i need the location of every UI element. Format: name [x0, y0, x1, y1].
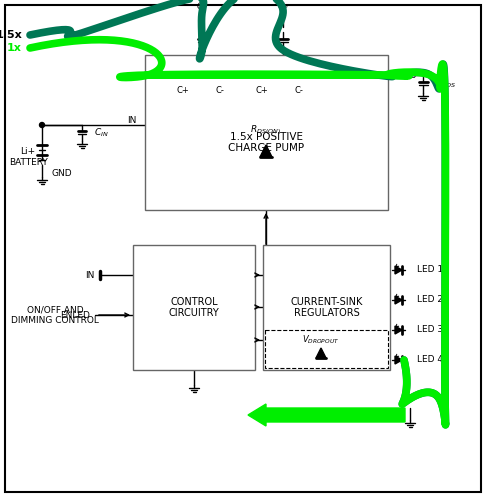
Text: C-: C- — [295, 85, 304, 94]
Polygon shape — [316, 348, 326, 358]
Text: LED 3: LED 3 — [417, 325, 443, 334]
Text: C+: C+ — [256, 85, 268, 94]
Bar — [133, 245, 255, 370]
Polygon shape — [395, 296, 402, 304]
Text: ENLED: ENLED — [60, 310, 90, 319]
Text: ON/OFF AND
DIMMING CONTROL: ON/OFF AND DIMMING CONTROL — [11, 305, 99, 325]
Text: LED 4: LED 4 — [417, 355, 443, 364]
Text: Li+
BATTERY: Li+ BATTERY — [9, 147, 47, 167]
Text: $C_{IN}$: $C_{IN}$ — [94, 127, 109, 139]
Circle shape — [386, 72, 390, 77]
Circle shape — [40, 122, 44, 128]
Text: 1.5x POSITIVE
CHARGE PUMP: 1.5x POSITIVE CHARGE PUMP — [228, 132, 305, 153]
Text: IN: IN — [128, 115, 137, 124]
Bar — [147, 71, 386, 79]
Polygon shape — [395, 326, 402, 334]
Text: $V_{DROPOUT}$: $V_{DROPOUT}$ — [303, 334, 340, 346]
Text: CONTROL
CIRCUITRY: CONTROL CIRCUITRY — [169, 297, 220, 318]
Text: IN: IN — [85, 270, 95, 279]
Text: $R_{DS(ON)}$: $R_{DS(ON)}$ — [250, 123, 282, 137]
Polygon shape — [395, 266, 402, 274]
Bar — [263, 245, 390, 370]
Text: C-: C- — [216, 85, 224, 94]
Text: POS: POS — [398, 70, 416, 79]
Text: C+: C+ — [177, 85, 189, 94]
Text: $C_F$: $C_F$ — [196, 1, 208, 13]
Text: LED 2: LED 2 — [417, 295, 443, 304]
Text: CURRENT-SINK
REGULATORS: CURRENT-SINK REGULATORS — [290, 297, 363, 318]
Text: $C_{POS}$: $C_{POS}$ — [435, 78, 456, 90]
Text: GND: GND — [52, 169, 73, 178]
Text: 1.5x: 1.5x — [0, 30, 22, 40]
Polygon shape — [260, 145, 272, 157]
Polygon shape — [395, 356, 402, 364]
Bar — [265, 330, 388, 368]
Text: 1x: 1x — [7, 43, 22, 53]
FancyArrow shape — [248, 404, 405, 426]
Bar — [145, 55, 388, 210]
Text: $C_F$: $C_F$ — [277, 1, 289, 13]
Text: LED 1: LED 1 — [417, 265, 443, 274]
